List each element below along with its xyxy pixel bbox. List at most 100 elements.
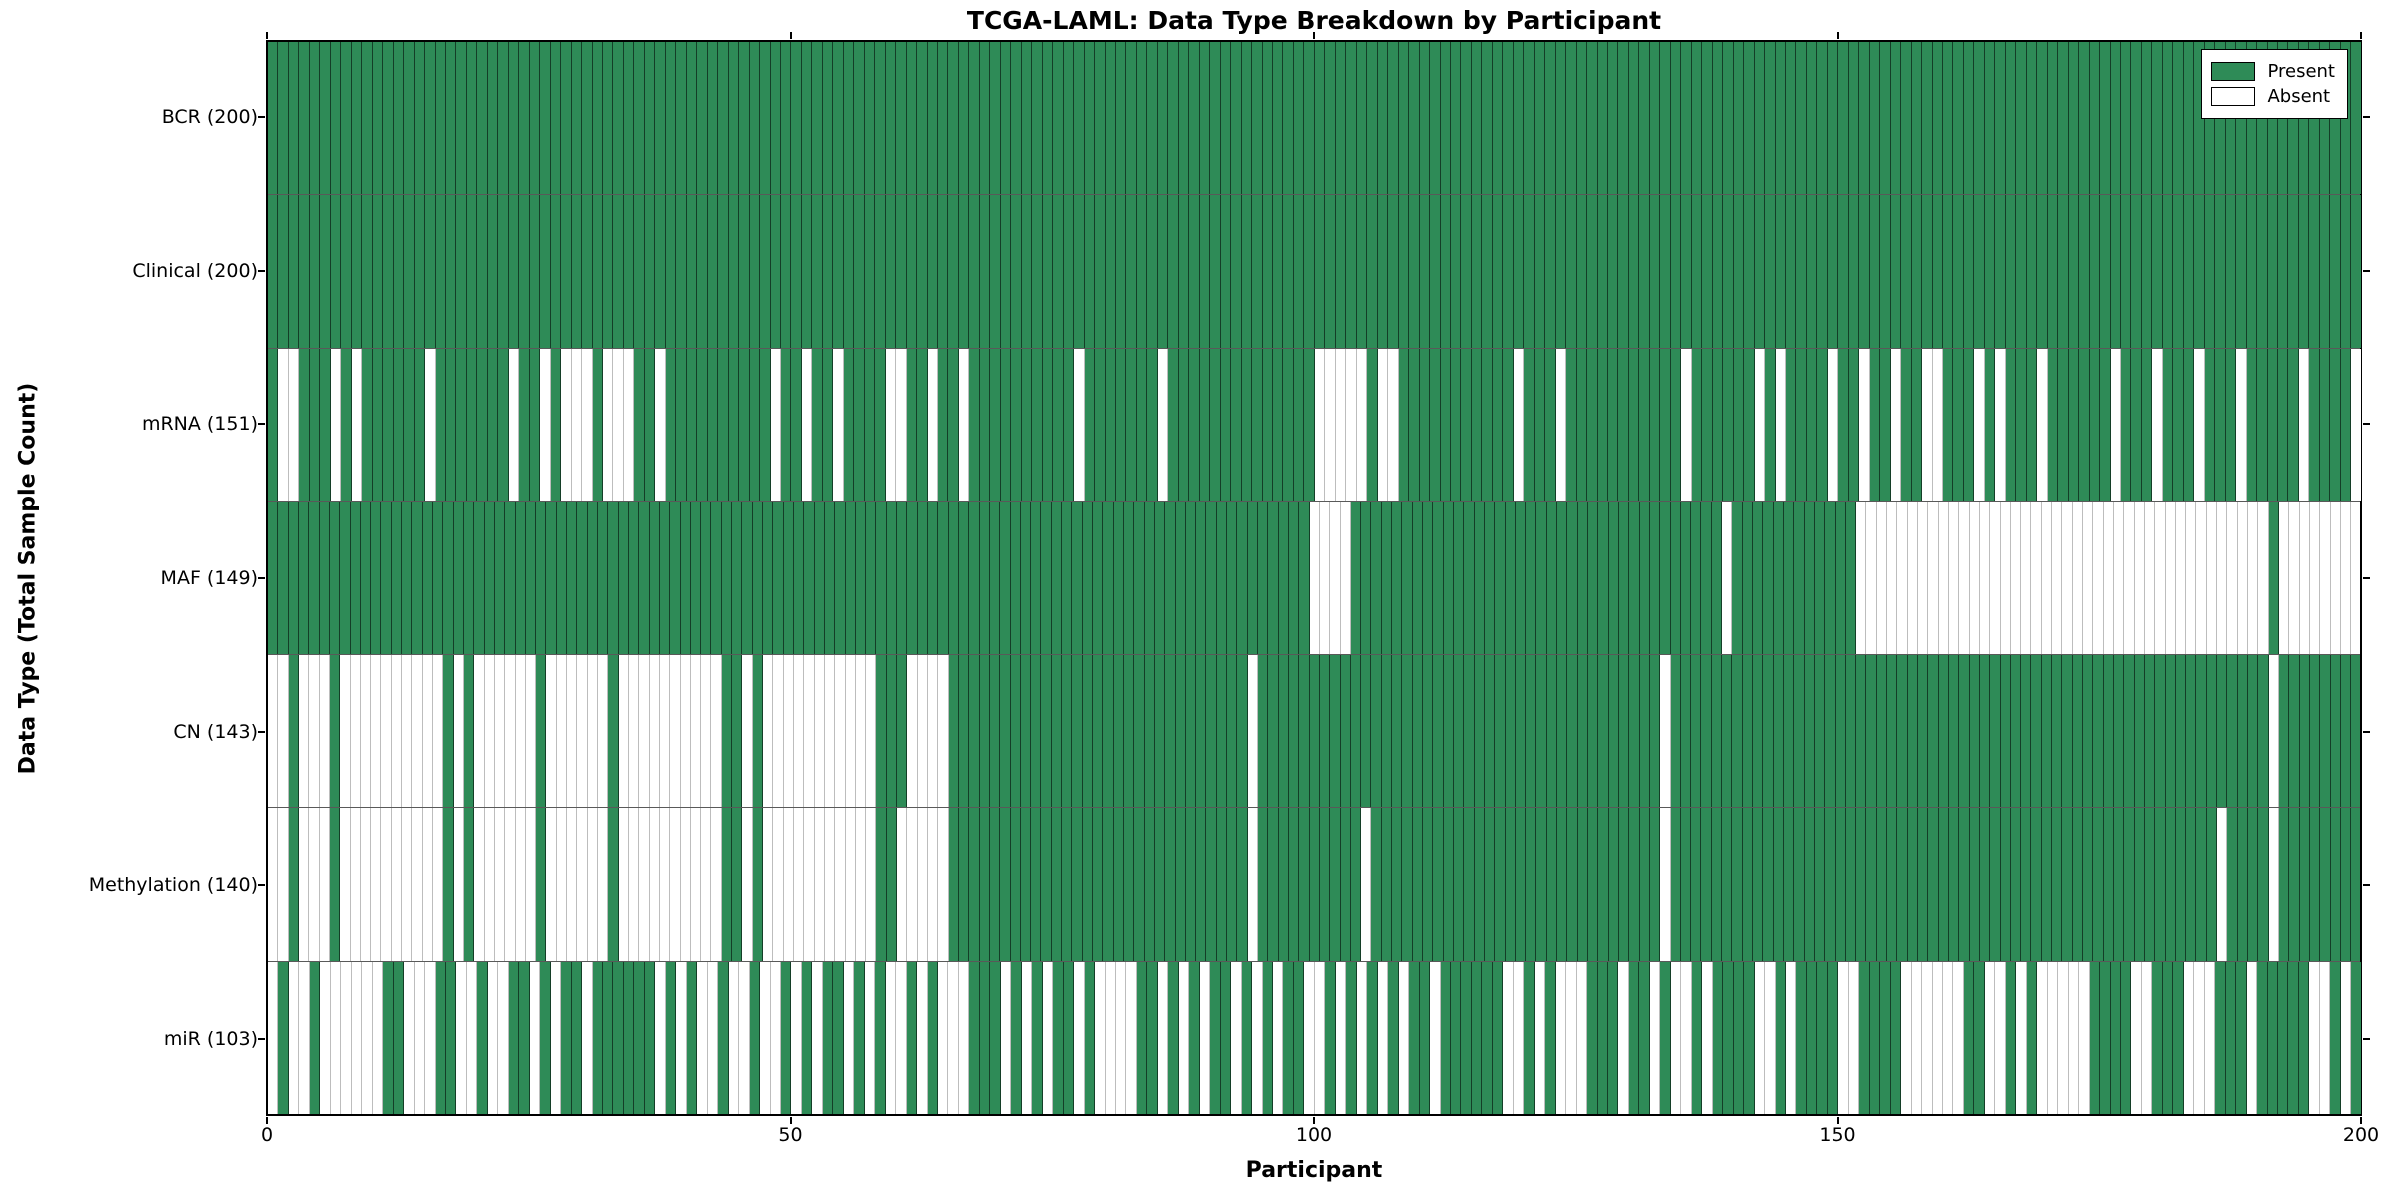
heatmap-cell: [1189, 348, 1200, 501]
heatmap-cell: [1995, 348, 2006, 501]
heatmap-cell: [1838, 348, 1849, 501]
heatmap-cell: [1794, 501, 1805, 655]
heatmap-cell: [2204, 961, 2216, 1114]
heatmap-cell: [1268, 655, 1279, 808]
heatmap-cell: [1918, 501, 1929, 655]
heatmap-cell: [948, 655, 959, 808]
heatmap-cell: [1388, 42, 1399, 195]
heatmap-cell: [1175, 501, 1186, 655]
heatmap-cell: [697, 348, 708, 501]
heatmap-cell: [484, 808, 495, 961]
heatmap-cell: [1876, 501, 1888, 655]
heatmap-cell: [1304, 42, 1315, 195]
heatmap-cell: [1042, 42, 1054, 195]
heatmap-cell: [1231, 961, 1242, 1114]
heatmap-cell: [1147, 348, 1158, 501]
heatmap-cell: [1000, 348, 1012, 501]
heatmap-cell: [2227, 808, 2238, 961]
heatmap-cell: [707, 961, 719, 1114]
heatmap-cell: [1566, 348, 1577, 501]
heatmap-cell: [425, 42, 436, 195]
x-tick-mark-bottom: [1313, 1117, 1315, 1124]
heatmap-cell: [1536, 501, 1547, 655]
heatmap-cell: [404, 348, 415, 501]
heatmap-cell: [1660, 655, 1671, 808]
heatmap-cell: [1963, 961, 1975, 1114]
heatmap-cell: [1304, 348, 1315, 501]
heatmap-cell: [855, 655, 867, 808]
heatmap-cell: [456, 961, 467, 1114]
heatmap-cell: [1901, 348, 1912, 501]
heatmap-cell: [1754, 348, 1766, 501]
heatmap-cell: [752, 808, 763, 961]
heatmap-cell: [2062, 808, 2073, 961]
heatmap-cell: [1381, 655, 1393, 808]
heatmap-cell: [1041, 808, 1052, 961]
y-tick-mark-left: [258, 577, 265, 579]
heatmap-cell: [2173, 195, 2184, 348]
heatmap-cell: [989, 808, 1001, 961]
x-tick-mark-top: [1836, 32, 1839, 39]
heatmap-cell: [1911, 961, 1923, 1114]
heatmap-cell: [613, 961, 624, 1114]
heatmap-cell: [2093, 808, 2104, 961]
heatmap-cell: [690, 501, 702, 655]
heatmap-cell: [1806, 42, 1818, 195]
heatmap-cell: [1402, 655, 1413, 808]
heatmap-cell: [1785, 195, 1797, 348]
heatmap-cell: [2037, 961, 2048, 1114]
heatmap-cell: [2110, 42, 2121, 195]
heatmap-cell: [1126, 42, 1137, 195]
heatmap-cell: [1639, 348, 1650, 501]
heatmap-cell: [1785, 961, 1797, 1114]
heatmap-cell: [1350, 501, 1362, 655]
heatmap-cell: [1398, 348, 1410, 501]
heatmap-cell: [634, 42, 645, 195]
heatmap-cell: [2083, 655, 2094, 808]
heatmap-cell: [608, 655, 619, 808]
heatmap-cell: [1440, 961, 1451, 1114]
heatmap-cell: [1020, 501, 1032, 655]
heatmap-cell: [707, 348, 719, 501]
heatmap-cell: [515, 655, 526, 808]
heatmap-cell: [1154, 501, 1166, 655]
heatmap-cell: [1932, 961, 1943, 1114]
heatmap-cell: [979, 961, 991, 1114]
heatmap-cell: [676, 195, 687, 348]
heatmap-cell: [2000, 501, 2011, 655]
heatmap-cell: [2010, 655, 2022, 808]
heatmap-cell: [969, 195, 980, 348]
heatmap-cell: [1765, 961, 1776, 1114]
heatmap-cell: [2005, 42, 2017, 195]
heatmap-cell: [1524, 42, 1535, 195]
heatmap-cell: [1377, 42, 1389, 195]
heatmap-cell: [876, 655, 887, 808]
heatmap-cell: [1953, 348, 1964, 501]
heatmap-cell: [288, 348, 300, 501]
heatmap-cell: [360, 655, 372, 808]
heatmap-cell: [1103, 655, 1114, 808]
heatmap-cell: [1796, 195, 1807, 348]
heatmap-cell: [1723, 195, 1734, 348]
heatmap-cell: [1346, 42, 1357, 195]
heatmap-cell: [1744, 195, 1755, 348]
heatmap-cell: [309, 655, 320, 808]
heatmap-cell: [1227, 501, 1238, 655]
heatmap-cell: [561, 42, 572, 195]
heatmap-cell: [546, 501, 557, 655]
heatmap-cell: [1753, 501, 1764, 655]
heatmap-cell: [1608, 961, 1619, 1114]
x-tick-label: 200: [2342, 1124, 2380, 1146]
heatmap-cell: [732, 501, 743, 655]
heatmap-cell: [2047, 195, 2059, 348]
heatmap-cell: [1062, 808, 1073, 961]
heatmap-cell: [697, 42, 708, 195]
heatmap-cell: [1084, 195, 1096, 348]
heatmap-cell: [927, 195, 938, 348]
heatmap-cell: [2268, 501, 2279, 655]
heatmap-cell: [763, 655, 774, 808]
heatmap-cell: [1011, 195, 1022, 348]
heatmap-cell: [1515, 501, 1527, 655]
heatmap-cell: [1948, 501, 1960, 655]
heatmap-cell: [1765, 195, 1776, 348]
